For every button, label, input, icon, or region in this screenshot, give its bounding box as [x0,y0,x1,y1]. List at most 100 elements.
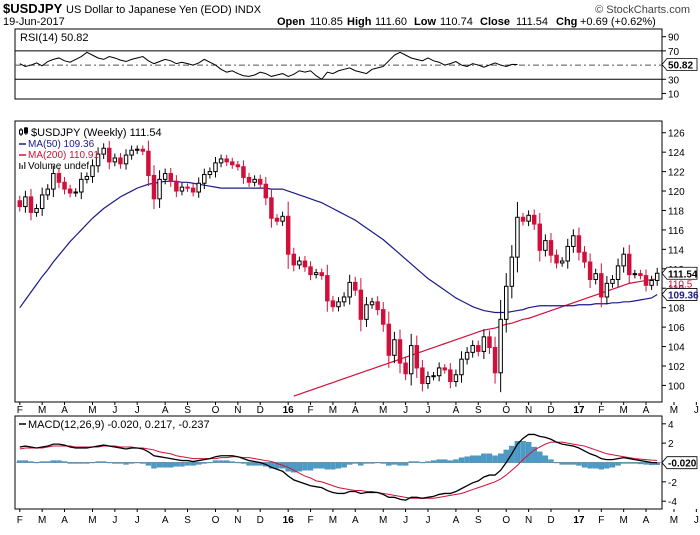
ma50-value-tag-bg [661,288,698,301]
price-x-label: A [61,405,68,416]
candle-body [140,148,146,152]
macd-x-label: A [352,515,359,526]
candle-body [649,279,654,286]
macd-histogram-bar [335,462,342,469]
macd-histogram-bar [112,462,118,464]
candle-body [67,188,73,194]
symbol-title: $USDJPY [3,1,63,16]
price-x-label: J [403,405,408,416]
macd-x-label: F [598,515,604,526]
candle-body [190,187,196,193]
macd-histogram-bar [95,461,101,463]
macd-x-label: O [212,515,220,526]
candle-body [224,158,229,163]
open-value: 110.85 [310,16,343,28]
candle-body [654,272,660,281]
rsi-tick-label: 10 [668,89,680,100]
macd-histogram-bar [537,451,543,463]
legend-volume: Volume undef [28,161,89,172]
candle-body [571,235,576,247]
candle-body [431,375,436,378]
price-x-label: O [212,405,220,416]
candle-body [408,345,414,375]
price-x-label: M [670,405,678,416]
candle-body [520,216,526,222]
macd-histogram-bar [319,462,325,469]
macd-x-label: M [88,515,96,526]
candle-body [73,191,78,194]
macd-histogram-bar [391,462,398,465]
rsi-panel [14,28,663,100]
macd-x-label: M [329,515,337,526]
macd-x-label: N [525,515,532,526]
macd-value-tag: -0.020 [668,459,697,470]
candle-body [230,161,235,166]
candle-body [492,347,498,374]
macd-histogram-bar [61,461,68,463]
price-x-label: J [694,405,699,416]
macd-histogram-bar [145,462,152,466]
candle-body [420,367,425,384]
macd-histogram-bar [100,461,107,463]
candle-body [347,281,352,298]
price-tick-label: 126 [668,129,685,140]
candle-body [565,245,570,262]
macd-title: MACD(12,26,9) -0.020, 0.217, -0.237 [28,419,210,431]
candle-body [129,149,134,156]
candle-body [638,273,643,277]
price-tick-label: 116 [668,226,684,237]
macd-histogram-bar [419,462,426,464]
rsi-line [19,51,518,80]
candle-body [615,265,621,280]
close-label: Close [480,16,510,28]
candle-body [621,253,626,267]
macd-plot: 420-2-4 [15,420,677,508]
candle-body [252,178,257,183]
macd-histogram-bar [542,455,549,463]
macd-histogram-bar [45,461,51,463]
macd-x-label: M [38,515,46,526]
high-label: High [347,16,372,28]
candle-body [319,272,324,277]
macd-histogram-bar [380,462,386,464]
macd-x-label: A [453,515,460,526]
legend-price: $USDJPY (Weekly) 111.54 [31,127,162,139]
macd-x-label: D [547,515,554,526]
candle-body [353,281,358,291]
macd-histogram-bar [246,462,252,466]
rsi-plot: 9070503010 [15,33,680,100]
candle-body [28,196,34,213]
candle-body [168,173,173,182]
candle-body [448,369,453,383]
ma200-line [293,278,658,397]
macd-histogram-bar [374,462,381,464]
macd-histogram-bar [347,462,353,465]
candle-body [481,336,487,352]
macd-histogram-bar [548,459,554,463]
macd-histogram-bar [240,462,247,464]
price-tick-label: 108 [668,304,685,315]
macd-histogram-bar [330,462,336,470]
price-x-label: M [329,405,337,416]
candle-body [257,178,263,185]
rsi-value-tag: 50.82 [668,60,693,71]
last-price-tag-bg [661,266,698,280]
ma50-value-tag: 109.36 [668,290,699,301]
candle-body [218,158,224,164]
signal-line [19,441,658,499]
rsi-tick-label: 90 [668,33,680,44]
candle-body [325,275,330,302]
candle-body [559,260,565,264]
candle-body [313,272,319,276]
candle-body [101,147,106,155]
open-label: Open [277,16,305,28]
macd-histogram-bar [475,455,481,463]
macd-histogram-bar [408,461,414,463]
close-value: 111.54 [516,16,548,28]
candle-body [380,309,386,325]
candle-body [476,345,481,352]
candle-body [576,235,582,253]
candle-body [285,215,291,255]
macd-x-label: N [234,515,241,526]
